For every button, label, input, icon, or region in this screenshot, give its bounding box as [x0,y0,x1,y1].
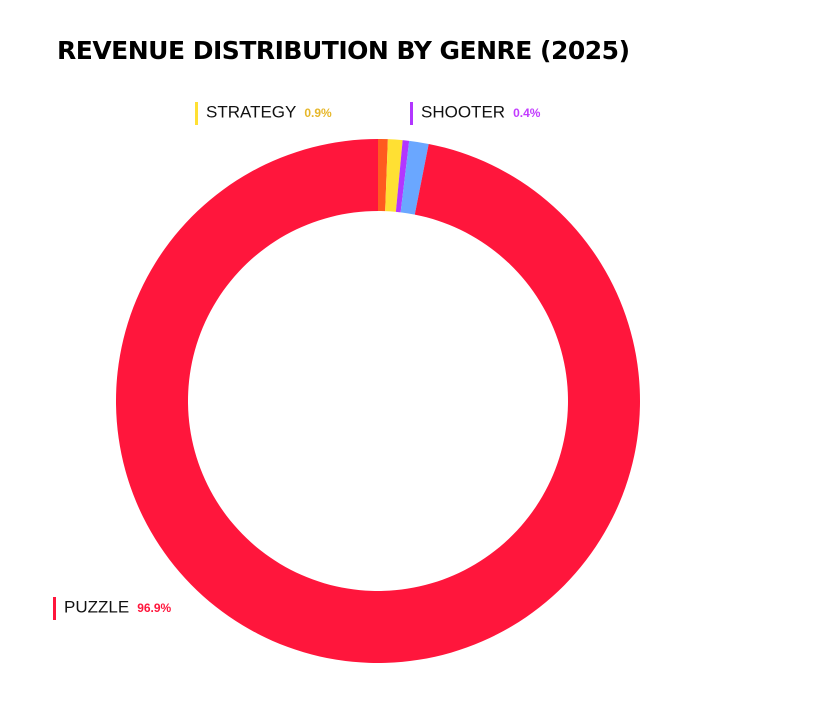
label-swatch [53,597,56,620]
segment-label: SHOOTER [421,102,505,121]
segment-value: 0.4% [513,106,541,120]
segment-label: STRATEGY [206,102,296,121]
donut-segment [378,139,388,212]
donut-segment [116,139,641,664]
donut-segment [385,139,403,212]
donut-segment [395,140,410,213]
segment-value: 0.9% [304,106,332,120]
chart-title: REVENUE DISTRIBUTION BY GENRE (2025) [57,36,630,65]
segment-value: 96.9% [137,601,171,615]
label-swatch [410,102,413,125]
segment-label: PUZZLE [64,597,129,616]
label-swatch [195,102,198,125]
donut-segment [400,140,429,215]
